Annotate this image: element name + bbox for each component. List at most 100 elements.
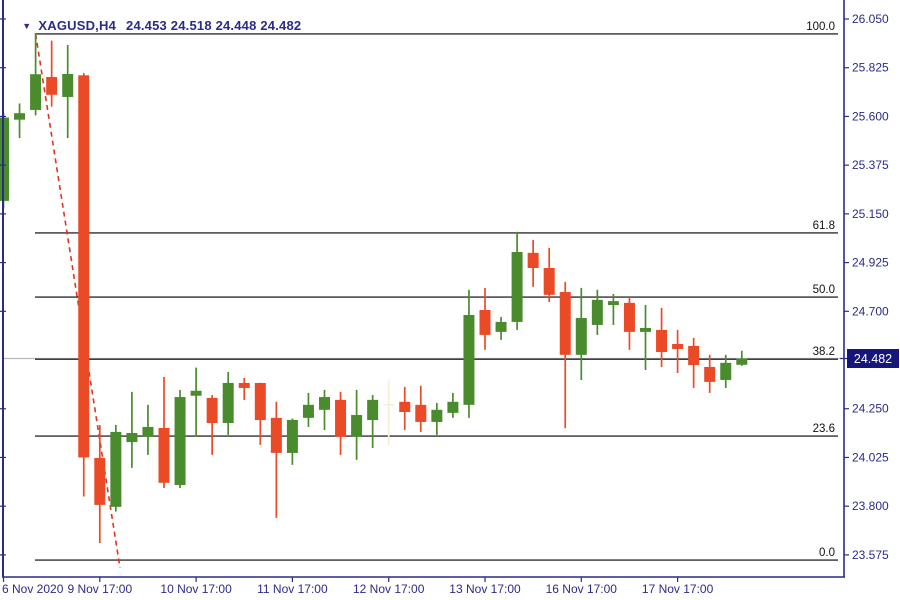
candle-body [190,390,202,396]
candle-39 [623,297,635,350]
candle-body [238,382,250,388]
candle-body [736,358,748,365]
candle-body [447,401,459,413]
x-axis-label: 6 Nov 2020 [2,582,64,596]
candle-4 [62,44,74,139]
candle-body [302,404,314,418]
candle-19 [302,392,314,427]
candle-20 [319,389,330,430]
candle-body [656,329,668,353]
fib-level-label-50.0: 50.0 [813,284,835,296]
x-axis-label: 16 Nov 17:00 [546,582,618,596]
candle-26 [415,385,427,432]
y-axis-label: 24.925 [852,256,889,270]
candle-body [30,74,42,110]
candle-body [415,404,427,422]
current-price-badge [840,349,899,369]
candle-29 [463,289,475,418]
candle-body [62,73,74,97]
candle-33 [527,239,539,287]
symbol-dropdown-icon[interactable]: ▼ [22,21,32,31]
candle-40 [640,305,651,370]
y-axis-label: 24.250 [852,402,889,416]
candle-body [704,366,716,382]
candle-body [367,399,379,421]
candle-16 [254,382,266,445]
candle-body [672,344,684,349]
candle-body [0,117,9,201]
candle-12 [190,367,202,437]
candle-27 [431,402,443,435]
candle-body [431,409,443,422]
candle-body [463,314,475,405]
candle-body [527,252,539,269]
candle-6 [94,424,106,543]
candle-42 [672,329,684,374]
candle-41 [656,307,668,367]
x-axis-label: 13 Nov 17:00 [449,582,521,596]
candle-32 [511,231,523,330]
candle-body [543,268,555,295]
fib-level-label-38.2: 38.2 [813,346,835,358]
candle-body [559,292,571,355]
candle-38 [607,293,619,325]
candle-36 [575,287,587,380]
candle-46 [736,350,748,366]
y-axis-label: 26.050 [852,12,889,26]
candle-body [14,113,26,120]
candle-34 [543,247,555,302]
candle-7 [110,424,122,512]
fib-level-label-0.0: 0.0 [819,547,835,559]
candle-10 [158,376,170,488]
fib-level-label-100.0: 100.0 [806,21,835,33]
y-axis-label: 23.800 [852,499,889,513]
candle-30 [479,287,491,350]
x-axis-label: 12 Nov 17:00 [353,582,425,596]
candle-body [78,75,90,458]
candle-body [399,401,411,412]
candle-43 [688,337,700,388]
y-axis-label: 24.025 [852,450,889,464]
candle-44 [704,354,716,393]
fib-level-label-61.8: 61.8 [813,220,835,232]
current-price-badge-value: 24.482 [854,352,892,366]
candle-body [335,399,347,437]
candle-body [383,403,395,406]
y-axis-label: 23.575 [852,548,889,562]
candle-body [110,431,122,507]
candle-17 [270,401,282,518]
badge-rect [847,349,899,369]
candle-body [206,397,218,424]
candle-body [254,382,266,421]
candle-14 [222,371,234,435]
candle-1 [14,103,26,139]
candle-35 [559,281,571,429]
candle-body [142,426,154,437]
candle-13 [206,395,218,455]
candle-body [351,415,363,437]
quote-header: ▼ XAGUSD,H4 24.453 24.518 24.448 24.482 [7,3,301,48]
quote-ohlc-values: 24.453 24.518 24.448 24.482 [126,18,302,33]
candle-0 [0,113,9,209]
x-axis-label: 10 Nov 17:00 [160,582,232,596]
candle-22 [351,389,363,460]
candle-23 [367,395,379,448]
candle-body [607,301,619,306]
candle-28 [447,392,459,418]
candle-body [286,420,298,453]
y-axis-label: 24.700 [852,304,889,318]
y-axis-label: 25.375 [852,158,889,172]
candle-body [174,397,186,485]
candle-body [94,457,106,505]
fib-level-label-23.6: 23.6 [813,423,835,435]
symbol-timeframe-label: XAGUSD,H4 [38,18,117,33]
y-axis-label: 25.825 [852,61,889,75]
candle-body [591,299,603,325]
candle-3 [46,40,58,107]
candle-9 [142,404,154,455]
candle-body [222,382,234,424]
candle-25 [399,386,411,430]
y-axis-label: 25.600 [852,109,889,123]
